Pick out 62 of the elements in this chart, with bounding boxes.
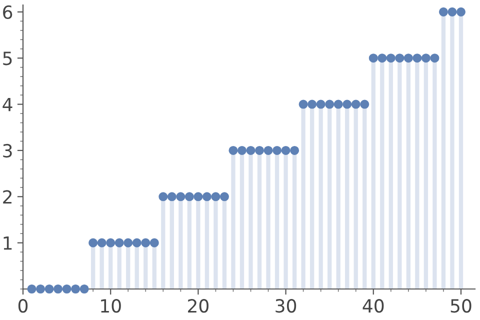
point xyxy=(211,192,220,202)
point xyxy=(88,238,98,248)
point xyxy=(228,146,238,155)
point xyxy=(342,100,352,109)
y-tick-label: 4 xyxy=(2,98,12,112)
x-tick-label: 40 xyxy=(362,299,384,313)
point xyxy=(80,284,89,294)
point xyxy=(44,284,54,294)
y-tick-label: 3 xyxy=(3,144,12,158)
y-tick-label: 1 xyxy=(4,236,12,250)
point xyxy=(456,7,466,16)
point xyxy=(202,192,212,202)
point xyxy=(114,238,124,248)
point xyxy=(254,146,264,155)
point xyxy=(281,146,290,155)
point xyxy=(220,192,229,202)
point xyxy=(325,100,334,109)
point xyxy=(158,192,168,202)
point xyxy=(176,192,186,202)
x-tick-label: 20 xyxy=(188,299,208,313)
y-tick-label: 2 xyxy=(3,190,12,204)
point xyxy=(167,192,176,202)
point xyxy=(404,54,413,63)
point xyxy=(438,7,448,16)
point xyxy=(421,54,430,63)
point xyxy=(308,100,317,109)
point xyxy=(194,192,203,202)
point xyxy=(264,146,273,155)
x-tick-label: 10 xyxy=(101,299,121,313)
point xyxy=(237,146,247,155)
point xyxy=(272,146,282,155)
point xyxy=(132,238,142,248)
point xyxy=(27,284,36,294)
point xyxy=(246,146,256,155)
point xyxy=(386,54,396,63)
point xyxy=(150,238,159,248)
x-tick-label: 30 xyxy=(276,299,296,313)
point xyxy=(360,100,370,109)
point xyxy=(54,284,63,294)
point xyxy=(62,284,72,294)
x-tick-label: 0 xyxy=(18,299,28,313)
point xyxy=(412,54,422,63)
point xyxy=(395,54,404,63)
point xyxy=(351,100,360,109)
x-tick-label: 50 xyxy=(450,299,472,313)
point xyxy=(106,238,116,248)
point xyxy=(97,238,106,248)
point xyxy=(184,192,194,202)
point xyxy=(36,284,46,294)
y-tick-label: 6 xyxy=(3,5,12,20)
point xyxy=(124,238,133,248)
point xyxy=(334,100,343,109)
point xyxy=(316,100,326,109)
point xyxy=(430,54,440,63)
point xyxy=(71,284,80,294)
point xyxy=(141,238,150,248)
point xyxy=(448,7,457,16)
point xyxy=(368,54,378,63)
y-tick-label: 5 xyxy=(3,52,12,66)
point xyxy=(290,146,300,155)
point xyxy=(298,100,308,109)
point xyxy=(378,54,387,63)
